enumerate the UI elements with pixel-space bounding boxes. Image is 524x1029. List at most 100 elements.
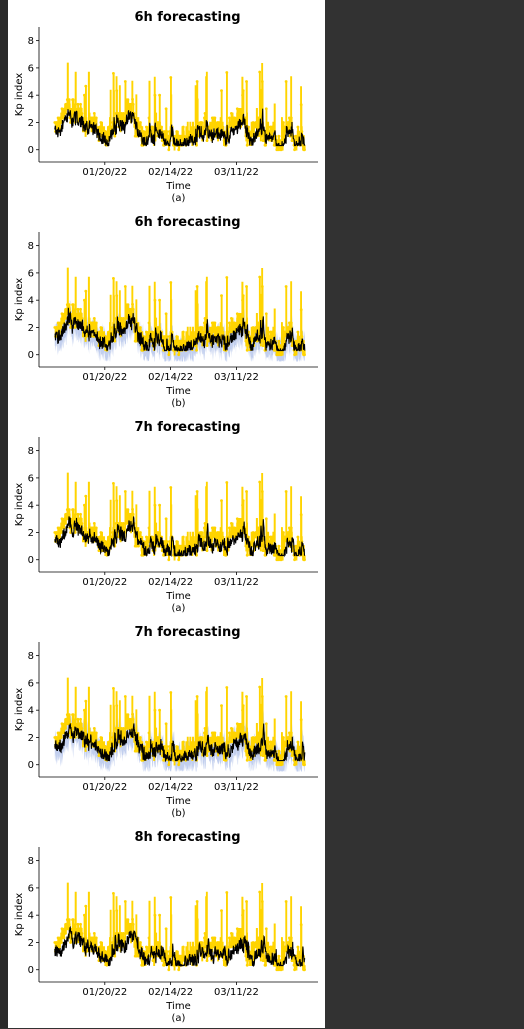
actual-point <box>212 330 216 334</box>
actual-point <box>262 344 266 347</box>
actual-point <box>169 691 173 694</box>
series-predicted-line <box>54 307 306 353</box>
actual-point <box>163 540 167 543</box>
actual-point <box>153 708 157 712</box>
actual-point <box>57 326 61 329</box>
actual-point <box>110 125 114 129</box>
actual-point <box>150 330 154 334</box>
actual-point <box>91 321 95 325</box>
actual-point <box>235 927 239 931</box>
actual-point <box>284 490 288 493</box>
actual-point <box>257 740 261 744</box>
actual-point <box>282 736 285 739</box>
actual-point <box>123 490 127 493</box>
actual-point <box>67 713 71 717</box>
actual-point <box>67 722 70 726</box>
actual-point <box>60 531 63 534</box>
actual-point <box>267 745 271 748</box>
actual-point <box>277 339 281 343</box>
actual-point <box>186 540 190 543</box>
actual-point <box>73 722 76 726</box>
actual-point <box>217 121 221 124</box>
actual-point <box>116 727 120 730</box>
actual-point <box>251 941 255 944</box>
actual-point <box>296 740 300 744</box>
actual-point <box>57 941 61 944</box>
y-tick-label: 8 <box>28 36 34 47</box>
actual-point <box>131 307 135 311</box>
actual-point <box>84 289 88 293</box>
actual-point <box>203 112 207 115</box>
actual-point <box>126 508 130 512</box>
actual-point <box>203 932 207 935</box>
actual-point <box>123 695 127 698</box>
actual-point <box>167 353 171 357</box>
actual-point <box>228 731 231 735</box>
actual-point <box>112 72 115 75</box>
actual-point <box>265 544 269 548</box>
actual-point <box>251 736 255 739</box>
actual-point <box>287 941 291 944</box>
actual-point <box>145 945 148 949</box>
actual-point <box>79 717 82 721</box>
actual-point <box>79 927 83 931</box>
actual-point <box>247 130 251 133</box>
actual-point <box>125 932 128 935</box>
actual-point <box>280 763 283 767</box>
actual-point <box>83 112 87 115</box>
actual-point <box>257 526 260 530</box>
actual-point <box>205 959 209 962</box>
actual-point <box>303 148 306 152</box>
actual-point <box>257 330 261 334</box>
panel-caption: (a) <box>172 1013 186 1024</box>
actual-point <box>126 98 130 102</box>
actual-point <box>63 932 67 935</box>
actual-point <box>90 531 94 534</box>
x-tick-label: 02/14/22 <box>148 782 193 793</box>
actual-point <box>145 740 148 744</box>
chart-panel-6h-b: 6h forecasting 0 2 4 6 8 01/20/22 02/14/22 03/11… <box>8 205 325 410</box>
panel-caption: (a) <box>172 603 186 614</box>
actual-point <box>168 745 171 748</box>
actual-point <box>98 125 102 129</box>
actual-point <box>126 303 130 307</box>
actual-point <box>160 139 164 143</box>
actual-point <box>158 298 162 302</box>
actual-point <box>67 98 71 102</box>
actual-point <box>241 499 245 502</box>
actual-point <box>73 517 76 521</box>
actual-point <box>146 339 150 343</box>
actual-point <box>175 335 179 338</box>
actual-point <box>115 89 119 92</box>
actual-point <box>77 522 81 525</box>
actual-point <box>164 927 168 931</box>
x-tick-label: 01/20/22 <box>82 577 127 588</box>
actual-point <box>201 535 204 539</box>
y-tick-label: 2 <box>28 323 34 334</box>
actual-point <box>60 107 64 111</box>
actual-point <box>258 275 262 279</box>
actual-point <box>284 900 288 903</box>
actual-point <box>233 526 237 530</box>
actual-point <box>260 900 264 903</box>
actual-point <box>206 339 210 343</box>
actual-point <box>303 353 306 357</box>
actual-point <box>181 330 185 334</box>
actual-point <box>282 531 285 534</box>
figure-page: 6h forecasting 0 2 4 6 8 01/20/22 02/14/22 03/11… <box>8 0 325 1028</box>
y-tick-label: 8 <box>28 241 34 252</box>
y-tick-label: 0 <box>28 760 34 771</box>
actual-point <box>208 740 212 744</box>
actual-point <box>277 544 281 548</box>
actual-point <box>214 330 218 334</box>
actual-point <box>64 307 68 311</box>
actual-point <box>135 749 138 753</box>
actual-point <box>61 112 65 115</box>
actual-point <box>301 143 304 147</box>
actual-point <box>121 116 125 120</box>
actual-point <box>147 116 151 120</box>
actual-point <box>260 80 264 83</box>
actual-point <box>264 722 268 726</box>
actual-point <box>212 535 216 539</box>
actual-point <box>76 307 80 311</box>
